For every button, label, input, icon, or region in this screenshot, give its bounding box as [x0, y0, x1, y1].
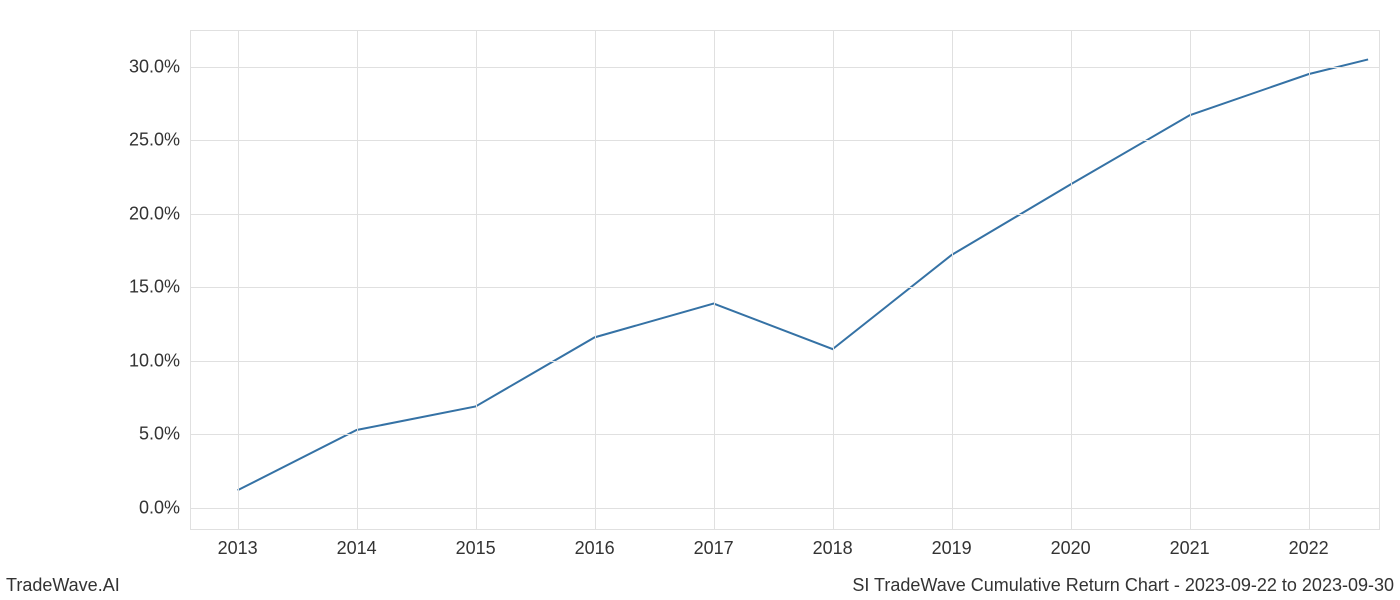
plot-area [190, 30, 1380, 530]
plot-border [190, 529, 1380, 530]
x-tick-label: 2017 [694, 538, 734, 559]
plot-border [190, 30, 1380, 31]
y-tick-label: 20.0% [120, 203, 180, 224]
y-tick-label: 5.0% [120, 424, 180, 445]
y-tick-label: 15.0% [120, 277, 180, 298]
gridline-vertical [357, 30, 358, 530]
x-tick-label: 2014 [337, 538, 377, 559]
x-tick-label: 2015 [456, 538, 496, 559]
y-tick-label: 10.0% [120, 350, 180, 371]
gridline-vertical [714, 30, 715, 530]
gridline-horizontal [190, 140, 1380, 141]
gridline-vertical [476, 30, 477, 530]
series-line [238, 59, 1369, 490]
gridline-vertical [595, 30, 596, 530]
x-tick-label: 2019 [932, 538, 972, 559]
footer-left: TradeWave.AI [6, 575, 120, 596]
plot-border [1379, 30, 1380, 530]
x-tick-label: 2020 [1051, 538, 1091, 559]
gridline-horizontal [190, 67, 1380, 68]
line-chart-svg [190, 30, 1380, 530]
gridline-vertical [952, 30, 953, 530]
y-tick-label: 25.0% [120, 130, 180, 151]
footer-right: SI TradeWave Cumulative Return Chart - 2… [852, 575, 1394, 596]
gridline-vertical [1071, 30, 1072, 530]
gridline-horizontal [190, 434, 1380, 435]
gridline-horizontal [190, 508, 1380, 509]
x-tick-label: 2013 [218, 538, 258, 559]
plot-border [190, 30, 191, 530]
chart-container: TradeWave.AI SI TradeWave Cumulative Ret… [0, 0, 1400, 600]
gridline-vertical [238, 30, 239, 530]
x-tick-label: 2021 [1170, 538, 1210, 559]
x-tick-label: 2018 [813, 538, 853, 559]
x-tick-label: 2022 [1289, 538, 1329, 559]
gridline-horizontal [190, 287, 1380, 288]
gridline-vertical [833, 30, 834, 530]
y-tick-label: 0.0% [120, 497, 180, 518]
gridline-horizontal [190, 214, 1380, 215]
x-tick-label: 2016 [575, 538, 615, 559]
gridline-horizontal [190, 361, 1380, 362]
gridline-vertical [1309, 30, 1310, 530]
gridline-vertical [1190, 30, 1191, 530]
y-tick-label: 30.0% [120, 56, 180, 77]
